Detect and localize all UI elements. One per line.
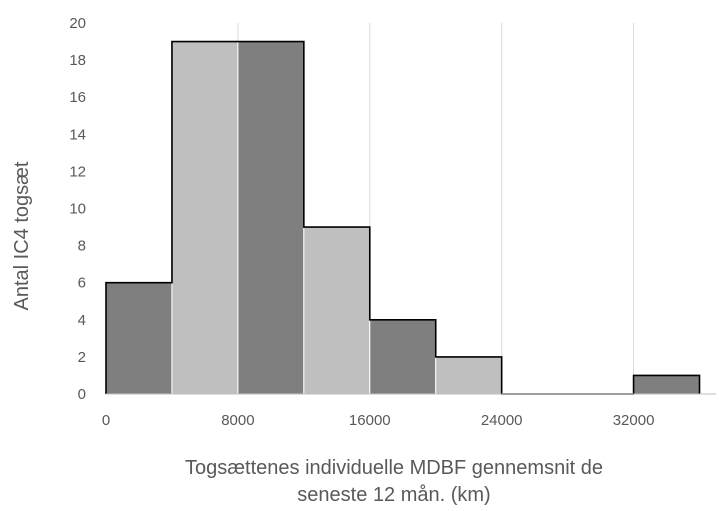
- x-tick-label: 8000: [221, 412, 254, 429]
- x-tick-label: 24000: [481, 412, 523, 429]
- y-tick-label: 14: [69, 126, 86, 143]
- x-axis-title-line-2: seneste 12 mån. (km): [297, 484, 490, 506]
- y-tick-label: 8: [78, 238, 86, 255]
- y-tick-label: 16: [69, 89, 86, 106]
- y-tick-label: 0: [78, 386, 86, 403]
- y-tick-labels: 0 2 4 6 8 10 12 14 16 18 20: [69, 15, 86, 403]
- x-tick-label: 32000: [613, 412, 655, 429]
- y-tick-label: 12: [69, 163, 86, 180]
- y-axis-title: Antal IC4 togsæt: [11, 161, 33, 310]
- y-tick-label: 4: [78, 312, 86, 329]
- bars: [105, 41, 701, 395]
- histogram-bar-1: [171, 41, 239, 395]
- y-tick-label: 18: [69, 52, 86, 69]
- histogram-bar-0: [105, 282, 173, 395]
- histogram-bar-4: [369, 319, 437, 395]
- x-axis-title-line-1: Togsættenes individuelle MDBF gennemsnit…: [185, 457, 603, 479]
- histogram-bar-5: [435, 356, 503, 395]
- histogram-outline: [105, 40, 701, 395]
- y-tick-label: 2: [78, 349, 86, 366]
- histogram-bar-8: [633, 374, 701, 395]
- histogram-bar-2: [237, 41, 305, 395]
- x-tick-label: 16000: [349, 412, 391, 429]
- y-tick-label: 10: [69, 201, 86, 218]
- y-tick-label: 20: [69, 15, 86, 32]
- x-tick-label: 0: [102, 412, 110, 429]
- step-outline: [105, 40, 701, 395]
- x-tick-labels: 0 8000 16000 24000 32000: [102, 412, 655, 429]
- histogram-bar-3: [303, 226, 371, 395]
- y-tick-label: 6: [78, 275, 86, 292]
